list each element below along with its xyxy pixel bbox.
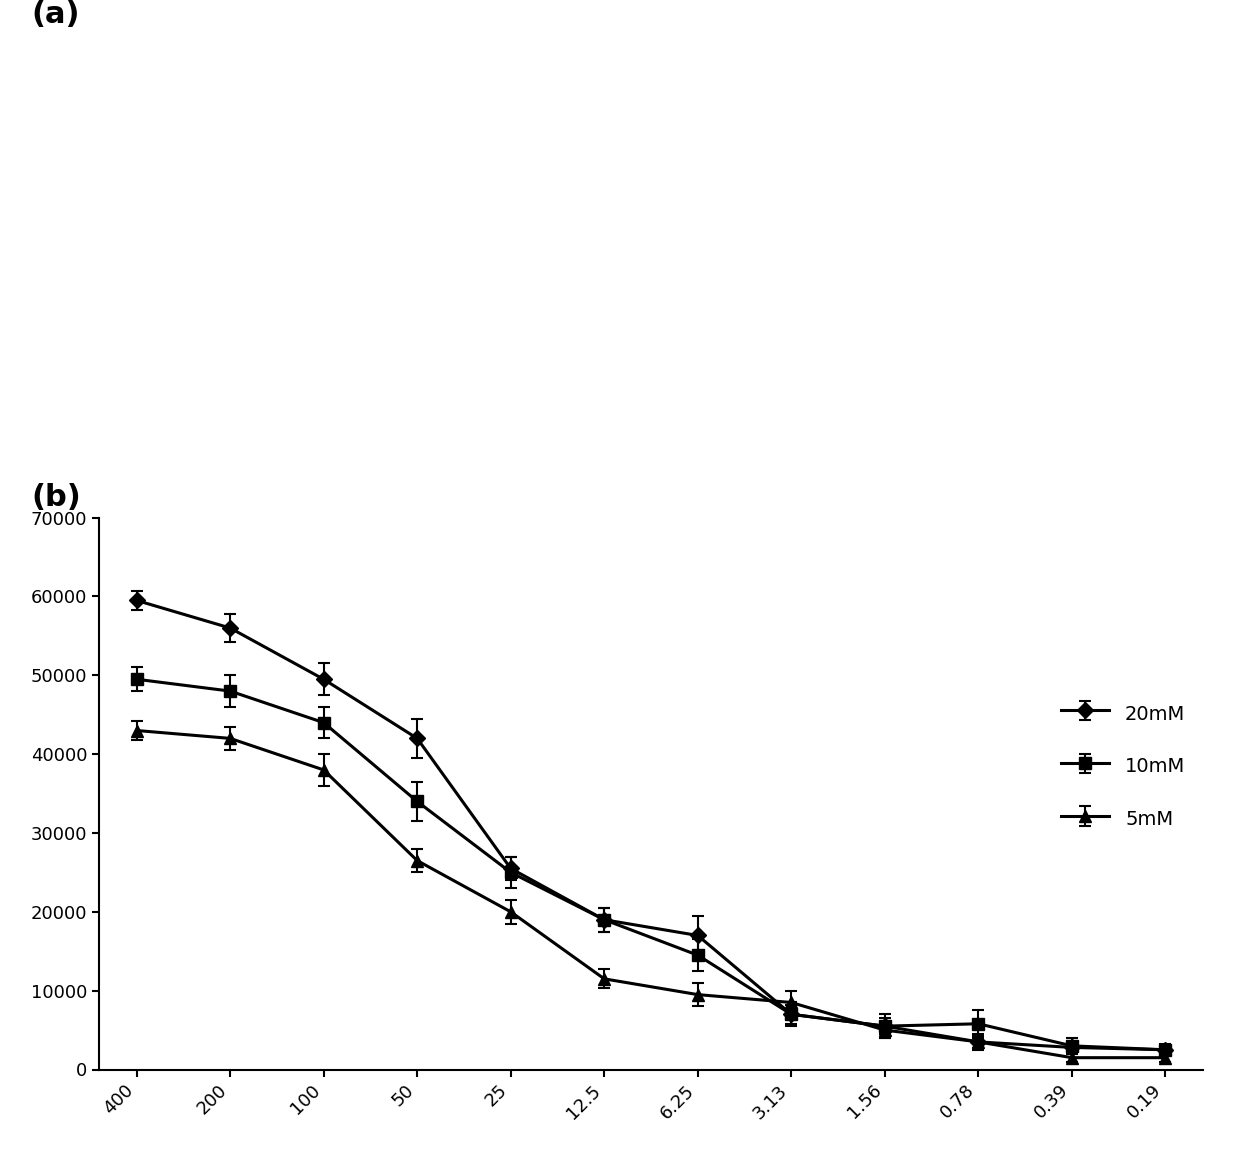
Text: (b): (b) — [31, 483, 81, 512]
Text: (a): (a) — [31, 0, 79, 29]
Ellipse shape — [105, 67, 221, 174]
Legend: 20mM, 10mM, 5mM: 20mM, 10mM, 5mM — [1053, 693, 1193, 838]
